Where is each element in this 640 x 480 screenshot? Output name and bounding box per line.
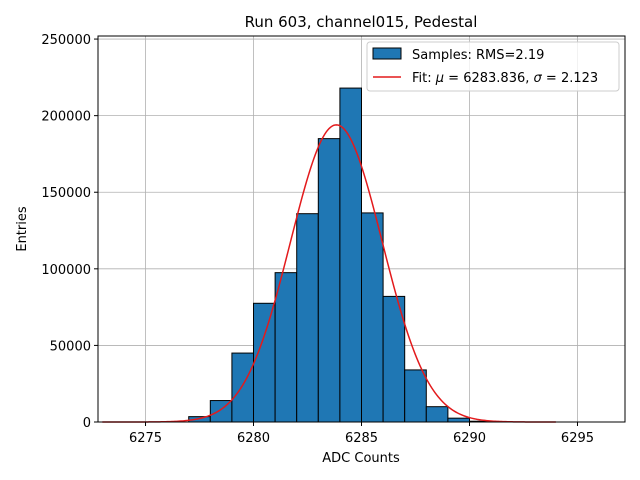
histogram-bar: [253, 302, 276, 423]
histogram-bar: [447, 417, 470, 423]
x-tick-label: 6290: [453, 431, 486, 446]
legend-fit-mu-symbol: μ: [435, 71, 444, 86]
legend-fit-mu-value: 6283.836: [463, 71, 525, 86]
histogram-bar: [404, 369, 427, 423]
legend: Samples: RMS=2.19 Fit: μ = 6283.836, σ =…: [366, 41, 620, 92]
legend-box: [366, 41, 620, 92]
x-tick-label: 6295: [561, 431, 594, 446]
histogram-bar: [231, 352, 255, 423]
histogram-bar: [425, 406, 449, 423]
legend-fit-sigma-symbol: σ: [534, 71, 543, 86]
y-tick-label: 0: [83, 416, 91, 431]
histogram-bar: [274, 272, 298, 423]
x-tick-label: 6280: [237, 431, 270, 446]
y-tick-label: 250000: [41, 33, 91, 48]
legend-swatch-samples: [372, 47, 402, 60]
chart-title: Run 603, channel015, Pedestal: [245, 13, 478, 31]
x-axis-ticks: 6275 6280 6285 6290 6295: [129, 422, 594, 446]
legend-label-samples: Samples: RMS=2.19: [412, 48, 544, 63]
y-axis-label: Entries: [15, 206, 30, 252]
x-tick-label: 6275: [129, 431, 162, 446]
legend-fit-sigma-value: 2.123: [561, 71, 598, 86]
legend-fit-mu-eq: =: [444, 71, 463, 86]
histogram-bar: [361, 212, 384, 423]
histogram-bar: [317, 138, 341, 423]
y-axis-ticks: 0 50000 100000 150000 200000 250000: [41, 33, 98, 431]
y-tick-label: 50000: [50, 339, 91, 354]
y-tick-label: 100000: [41, 263, 91, 278]
legend-fit-sigma-eq: =: [542, 71, 561, 86]
legend-fit-prefix: Fit:: [412, 71, 436, 86]
legend-fit-sep: ,: [525, 71, 533, 86]
histogram-bar: [296, 213, 319, 423]
y-tick-label: 150000: [41, 186, 91, 201]
legend-label-fit: Fit: μ = 6283.836, σ = 2.123: [412, 71, 598, 86]
y-tick-label: 200000: [41, 110, 91, 125]
fit-curve: [102, 124, 556, 423]
x-tick-label: 6285: [345, 431, 378, 446]
histogram-bars: [188, 87, 492, 423]
x-axis-label: ADC Counts: [322, 451, 400, 466]
